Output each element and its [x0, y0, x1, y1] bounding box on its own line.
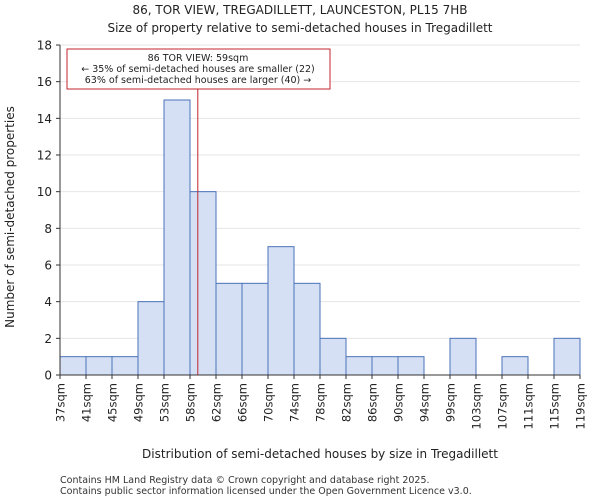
- annotation-box: 86 TOR VIEW: 59sqm ← 35% of semi-detache…: [66, 48, 331, 90]
- bar-99sqm: [449, 337, 477, 376]
- bar-58sqm: [189, 191, 217, 376]
- x-tick-label-74sqm: 74sqm: [288, 383, 302, 422]
- y-tick-label-16: 16: [37, 75, 52, 89]
- bar-82sqm: [345, 356, 373, 376]
- bar-115sqm: [553, 337, 581, 376]
- annotation-line-2: ← 35% of semi-detached houses are smalle…: [81, 64, 315, 75]
- bars: [59, 99, 581, 376]
- bar-45sqm: [111, 356, 139, 376]
- y-axis-label: Number of semi-detached properties: [3, 106, 17, 328]
- x-tick-label-41sqm: 41sqm: [80, 383, 94, 422]
- annotation-frame: [66, 48, 331, 90]
- y-tick-label-14: 14: [37, 112, 52, 126]
- footer-line-2: Contains public sector information licen…: [60, 486, 472, 497]
- x-tick-labels: 37sqm 41sqm 45sqm 49sqm 53sqm 58sqm 62sqm 66sqm…: [54, 375, 588, 429]
- y-tick-label-6: 6: [44, 259, 52, 273]
- y-tick-label-0: 0: [44, 369, 52, 383]
- y-tick-label-10: 10: [37, 185, 52, 199]
- x-tick-label-82sqm: 82sqm: [340, 383, 354, 422]
- bar-53sqm: [163, 99, 191, 376]
- y-tick-label-8: 8: [44, 222, 52, 236]
- annotation-line-1: 86 TOR VIEW: 59sqm: [148, 53, 249, 64]
- x-tick-label-53sqm: 53sqm: [158, 383, 172, 422]
- bar-90sqm: [397, 356, 425, 376]
- x-tick-label-119sqm: 119sqm: [574, 383, 588, 429]
- x-tick-label-111sqm: 111sqm: [522, 383, 536, 429]
- x-tick-label-94sqm: 94sqm: [418, 383, 432, 422]
- x-tick-label-107sqm: 107sqm: [496, 383, 510, 429]
- bar-70sqm: [267, 246, 295, 376]
- footer-line-1: Contains HM Land Registry data © Crown c…: [60, 475, 430, 486]
- bar-66sqm: [241, 282, 269, 376]
- bar-49sqm: [137, 301, 165, 376]
- x-tick-label-86sqm: 86sqm: [366, 383, 380, 422]
- x-axis-label: Distribution of semi-detached houses by …: [142, 447, 498, 461]
- x-tick-label-90sqm: 90sqm: [392, 383, 406, 422]
- annotation-line-3: 63% of semi-detached houses are larger (…: [85, 75, 312, 86]
- y-tick-labels: 0 2 4 6 8 10 12 14 16 18: [37, 39, 60, 383]
- x-tick-label-66sqm: 66sqm: [236, 383, 250, 422]
- x-tick-label-45sqm: 45sqm: [106, 383, 120, 422]
- bar-107sqm: [501, 356, 529, 376]
- bar-62sqm: [215, 282, 243, 376]
- y-tick-label-18: 18: [37, 39, 52, 53]
- x-tick-label-58sqm: 58sqm: [184, 383, 198, 422]
- x-tick-label-70sqm: 70sqm: [262, 383, 276, 422]
- x-tick-label-78sqm: 78sqm: [314, 383, 328, 422]
- x-tick-label-62sqm: 62sqm: [210, 383, 224, 422]
- bar-41sqm: [85, 356, 113, 376]
- bar-86sqm: [371, 356, 399, 376]
- chart-title: 86, TOR VIEW, TREGADILLETT, LAUNCESTON, …: [132, 3, 467, 17]
- x-tick-label-103sqm: 103sqm: [470, 383, 484, 429]
- bar-78sqm: [319, 337, 347, 376]
- bar-37sqm: [59, 356, 87, 376]
- y-tick-label-4: 4: [44, 295, 52, 309]
- y-tick-label-12: 12: [37, 149, 52, 163]
- bar-74sqm: [293, 282, 321, 376]
- x-tick-label-99sqm: 99sqm: [444, 383, 458, 422]
- x-tick-label-115sqm: 115sqm: [548, 383, 562, 429]
- chart-subtitle: Size of property relative to semi-detach…: [107, 21, 492, 35]
- y-tick-label-2: 2: [44, 332, 52, 346]
- x-tick-label-37sqm: 37sqm: [54, 383, 68, 422]
- x-tick-label-49sqm: 49sqm: [132, 383, 146, 422]
